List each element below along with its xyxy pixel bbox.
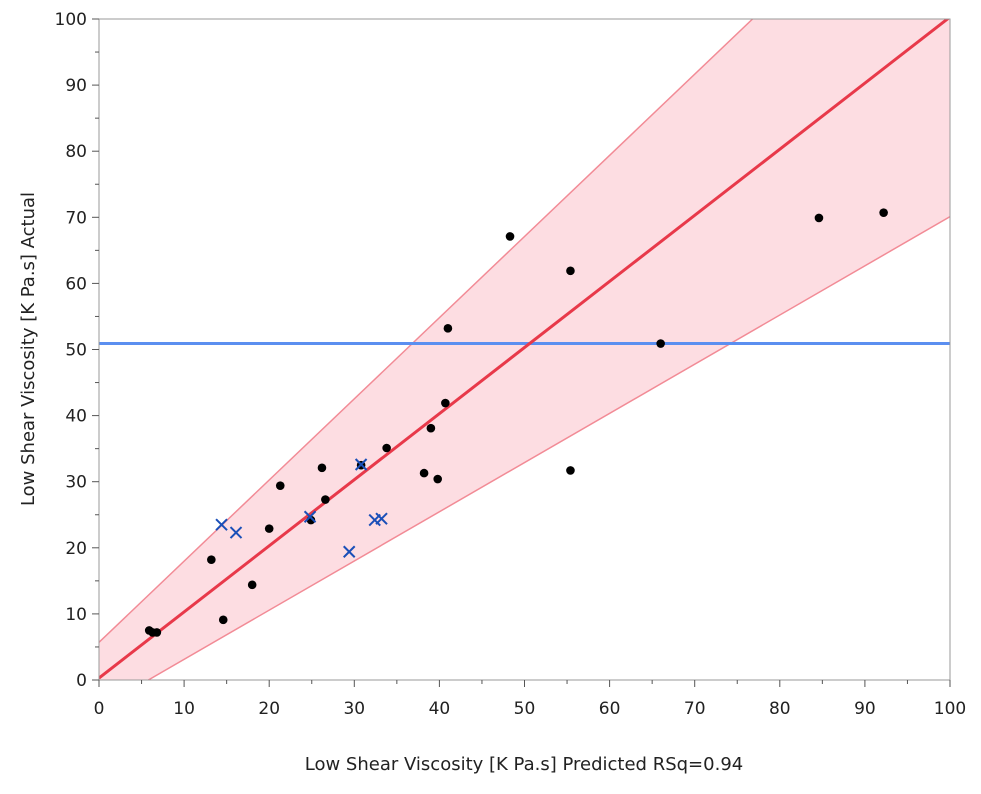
data-point xyxy=(218,615,228,625)
data-point xyxy=(317,463,327,473)
x-marker-point xyxy=(215,518,228,531)
y-tick-label: 70 xyxy=(65,208,87,228)
data-point xyxy=(879,208,888,217)
data-point xyxy=(247,580,257,590)
data-point xyxy=(207,555,216,564)
data-point xyxy=(441,398,450,408)
data-point xyxy=(152,628,162,637)
y-tick-label: 50 xyxy=(65,341,87,361)
x-marker-point xyxy=(375,512,388,525)
data-point xyxy=(433,474,442,484)
data-point xyxy=(505,232,515,241)
y-tick-label: 60 xyxy=(65,274,87,294)
x-marker-point xyxy=(229,526,243,539)
confidence-band-area xyxy=(99,19,950,680)
reference-lines xyxy=(99,19,950,680)
axes: 0 10 20 30 40 50 60 70 80 90 100 0 10 20 30 40 50 60 70 80 9… xyxy=(55,10,967,719)
fit-line xyxy=(99,19,950,680)
x-tick-label: 80 xyxy=(769,699,791,719)
x-tick-label: 40 xyxy=(429,699,451,719)
data-point xyxy=(566,266,575,276)
data-point xyxy=(443,324,453,333)
y-tick-label: 90 xyxy=(65,76,87,96)
x-axis-title: Low Shear Viscosity [K Pa.s] Predicted R… xyxy=(305,754,743,775)
y-tick-label: 40 xyxy=(65,407,87,427)
x-tick-label: 10 xyxy=(173,699,195,719)
x-tick-label: 100 xyxy=(934,699,966,719)
data-point xyxy=(321,495,330,504)
x-marker-stroke xyxy=(215,518,228,531)
x-marker-stroke xyxy=(342,545,356,558)
y-axis-title: Low Shear Viscosity [K Pa.s] Actual xyxy=(18,192,39,506)
data-point xyxy=(566,466,575,475)
confidence-band xyxy=(99,19,950,680)
x-marker-stroke xyxy=(229,526,243,539)
y-tick-label: 100 xyxy=(55,10,87,30)
x-tick-label: 20 xyxy=(258,699,280,719)
data-point xyxy=(426,423,436,433)
x-tick-label: 50 xyxy=(514,699,536,719)
confidence-lower-line xyxy=(147,215,950,680)
x-marker-stroke xyxy=(354,458,368,471)
y-tick-label: 30 xyxy=(65,473,87,493)
data-point xyxy=(275,481,285,490)
x-marker-point xyxy=(342,545,356,558)
y-tick-label: 20 xyxy=(65,539,87,559)
data-point xyxy=(656,339,665,348)
x-marker-point xyxy=(354,458,368,471)
x-marker-stroke xyxy=(375,512,388,525)
data-point xyxy=(382,443,391,453)
y-tick-label: 10 xyxy=(65,605,87,625)
data-point xyxy=(814,213,824,223)
x-tick-label: 0 xyxy=(94,699,105,719)
x-tick-label: 30 xyxy=(343,699,365,719)
x-tick-label: 90 xyxy=(854,699,876,719)
x-marker-stroke xyxy=(303,510,317,523)
x-tick-label: 60 xyxy=(599,699,621,719)
data-points xyxy=(144,208,888,637)
data-point xyxy=(419,468,429,478)
y-tick-label: 0 xyxy=(76,671,87,691)
x-tick-label: 70 xyxy=(684,699,706,719)
x-marker-point xyxy=(303,510,317,523)
data-point xyxy=(264,524,274,533)
confidence-upper-line xyxy=(99,19,754,643)
y-tick-label: 80 xyxy=(65,142,87,162)
